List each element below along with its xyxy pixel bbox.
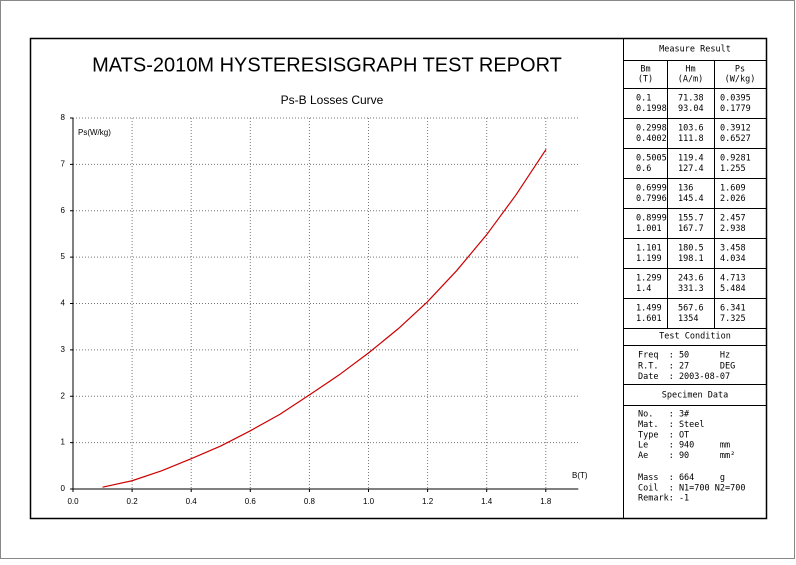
hm-value: 103.6 — [678, 124, 704, 134]
hm-value: 93.04 — [678, 104, 704, 114]
chart-title: Ps-B Losses Curve — [281, 93, 384, 107]
specimen-line: Mat. : Steel — [638, 420, 705, 430]
hm-value: 567.6 — [678, 304, 704, 314]
ps-value: 7.325 — [720, 314, 746, 324]
report-frame — [29, 37, 768, 520]
specimen-line: No. : 3# — [638, 410, 690, 420]
x-tick-label: 1.2 — [422, 497, 434, 506]
hm-value: 167.7 — [678, 224, 704, 234]
specimen-line: Type : OT — [638, 430, 689, 440]
bm-value: 0.2998 — [636, 124, 667, 134]
specimen-line: Le : 940 mm — [638, 441, 730, 451]
specimen-line: Mass : 664 g — [638, 473, 725, 483]
x-tick-label: 1.0 — [363, 497, 375, 506]
bm-value: 1.001 — [636, 224, 662, 234]
y-tick-label: 6 — [61, 206, 66, 215]
bm-value: 1.601 — [636, 314, 662, 324]
x-tick-label: 0.2 — [127, 497, 139, 506]
section-title: Specimen Data — [662, 391, 729, 401]
specimen-line: Ae : 90 mm² — [638, 451, 735, 461]
x-tick-label: 0.4 — [186, 497, 198, 506]
ps-value: 2.457 — [720, 214, 746, 224]
bm-value: 0.6999 — [636, 184, 667, 194]
column-header: Bm — [640, 65, 650, 75]
y-tick-label: 3 — [61, 345, 66, 354]
bm-value: 0.6 — [636, 164, 651, 174]
y-tick-label: 5 — [61, 252, 66, 261]
y-tick-label: 7 — [61, 159, 66, 168]
hm-value: 198.1 — [678, 254, 704, 264]
y-tick-label: 4 — [61, 299, 66, 308]
hm-value: 145.4 — [678, 194, 704, 204]
hm-value: 155.7 — [678, 214, 704, 224]
condition-line: Freq : 50 Hz — [638, 351, 730, 361]
ps-value: 0.6527 — [720, 134, 751, 144]
x-tick-label: 0.0 — [67, 497, 79, 506]
section-title: Test Condition — [659, 332, 731, 342]
hm-value: 136 — [678, 184, 693, 194]
hm-value: 243.6 — [678, 274, 704, 284]
ps-value: 4.713 — [720, 274, 746, 284]
y-tick-label: 2 — [61, 391, 66, 400]
specimen-line: Remark: -1 — [638, 494, 689, 504]
ps-value: 2.938 — [720, 224, 746, 234]
condition-line: Date : 2003-08-07 — [638, 372, 730, 382]
bm-value: 1.4 — [636, 284, 651, 294]
ps-value: 4.034 — [720, 254, 746, 264]
ps-value: 6.341 — [720, 304, 746, 314]
hm-value: 119.4 — [678, 154, 704, 164]
ps-value: 1.255 — [720, 164, 746, 174]
ps-value: 1.609 — [720, 184, 746, 194]
x-tick-label: 1.4 — [481, 497, 493, 506]
condition-line: R.T. : 27 DEG — [638, 361, 735, 371]
bm-value: 0.1 — [636, 94, 651, 104]
bm-value: 1.199 — [636, 254, 662, 264]
ps-value: 0.1779 — [720, 104, 751, 114]
hm-value: 1354 — [678, 314, 698, 324]
column-header: (A/m) — [678, 75, 704, 85]
hm-value: 71.38 — [678, 94, 704, 104]
ps-value: 0.3912 — [720, 124, 751, 134]
ps-value: 0.9281 — [720, 154, 751, 164]
bm-value: 0.1998 — [636, 104, 667, 114]
ps-value: 5.484 — [720, 284, 746, 294]
report-title: MATS-2010M HYSTERESISGRAPH TEST REPORT — [92, 54, 562, 76]
column-header: (T) — [638, 75, 653, 85]
x-tick-label: 0.8 — [304, 497, 316, 506]
y-tick-label: 1 — [61, 438, 66, 447]
hm-value: 127.4 — [678, 164, 704, 174]
hm-value: 111.8 — [678, 134, 704, 144]
specimen-line: Coil : N1=700 N2=700 — [638, 483, 745, 493]
y-axis-label: Ps(W/kg) — [78, 128, 111, 137]
x-tick-label: 1.8 — [540, 497, 552, 506]
column-header: Hm — [685, 65, 695, 75]
y-tick-label: 8 — [61, 113, 66, 122]
data-line — [102, 148, 547, 488]
x-axis-label: B(T) — [572, 471, 588, 480]
hm-value: 331.3 — [678, 284, 704, 294]
column-header: (W/kg) — [725, 75, 756, 85]
bm-value: 0.7996 — [636, 194, 667, 204]
x-tick-label: 0.6 — [245, 497, 257, 506]
bm-value: 1.499 — [636, 304, 662, 314]
bm-value: 1.299 — [636, 274, 662, 284]
bm-value: 1.101 — [636, 244, 662, 254]
ps-value: 2.026 — [720, 194, 746, 204]
y-tick-label: 0 — [61, 484, 66, 493]
section-title: Measure Result — [659, 45, 731, 55]
column-header: Ps — [735, 65, 745, 75]
bm-value: 0.5005 — [636, 154, 667, 164]
bm-value: 0.8999 — [636, 214, 667, 224]
hm-value: 180.5 — [678, 244, 704, 254]
ps-value: 0.0395 — [720, 94, 751, 104]
bm-value: 0.4002 — [636, 134, 667, 144]
ps-value: 3.458 — [720, 244, 746, 254]
